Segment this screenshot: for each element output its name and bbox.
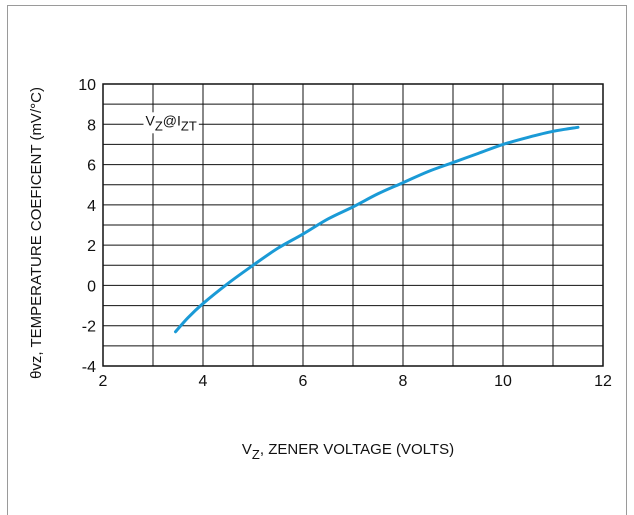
x-tick-label: 6 [299, 373, 308, 390]
series-line [174, 125, 580, 334]
y-axis-label: θvz, TEMPERATURE COEFICENT (mV/°C) [28, 87, 45, 379]
annotation-at: @I [163, 112, 181, 128]
x-axis-label-rest: , ZENER VOLTAGE (VOLTS) [260, 441, 454, 458]
annotation-label: VZ@IZT [146, 112, 197, 133]
tick-labels: 2 4 6 8 10 12 -4 -2 0 2 4 6 8 10 [78, 77, 612, 390]
y-tick-label: 10 [78, 77, 96, 94]
y-tick-label: 0 [87, 278, 96, 295]
plot-border [102, 83, 604, 367]
annotation-zt-sub: ZT [181, 118, 197, 133]
annotation-z-sub: Z [155, 118, 163, 133]
y-tick-label: 2 [87, 238, 96, 255]
y-tick-label: -4 [82, 359, 96, 376]
x-axis-label: VZ, ZENER VOLTAGE (VOLTS) [242, 441, 454, 462]
y-tick-label: 4 [87, 198, 96, 215]
x-tick-label: 8 [399, 373, 408, 390]
x-axis-label-sub: Z [252, 447, 260, 462]
x-tick-label: 12 [594, 373, 612, 390]
y-tick-label: 8 [87, 117, 96, 134]
x-axis-label-v: V [242, 441, 252, 458]
annotation-v: V [146, 112, 156, 128]
y-tick-label: -2 [82, 319, 96, 336]
x-tick-label: 4 [199, 373, 208, 390]
y-tick-label: 6 [87, 158, 96, 175]
x-tick-label: 2 [99, 373, 108, 390]
chart-frame [7, 5, 627, 515]
annotation-background [143, 112, 199, 134]
x-tick-label: 10 [494, 373, 512, 390]
